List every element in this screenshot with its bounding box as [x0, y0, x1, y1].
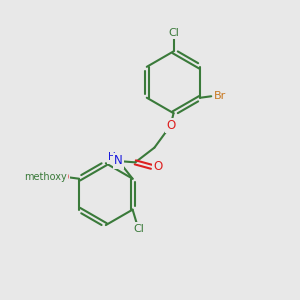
- Text: Br: Br: [214, 91, 226, 101]
- Text: O: O: [60, 171, 69, 184]
- Text: methoxy: methoxy: [24, 172, 67, 182]
- Text: O: O: [166, 119, 175, 132]
- Text: O: O: [153, 160, 163, 173]
- Text: N: N: [114, 154, 123, 167]
- Text: Cl: Cl: [168, 28, 179, 38]
- Text: H: H: [108, 152, 116, 162]
- Text: Cl: Cl: [133, 224, 144, 234]
